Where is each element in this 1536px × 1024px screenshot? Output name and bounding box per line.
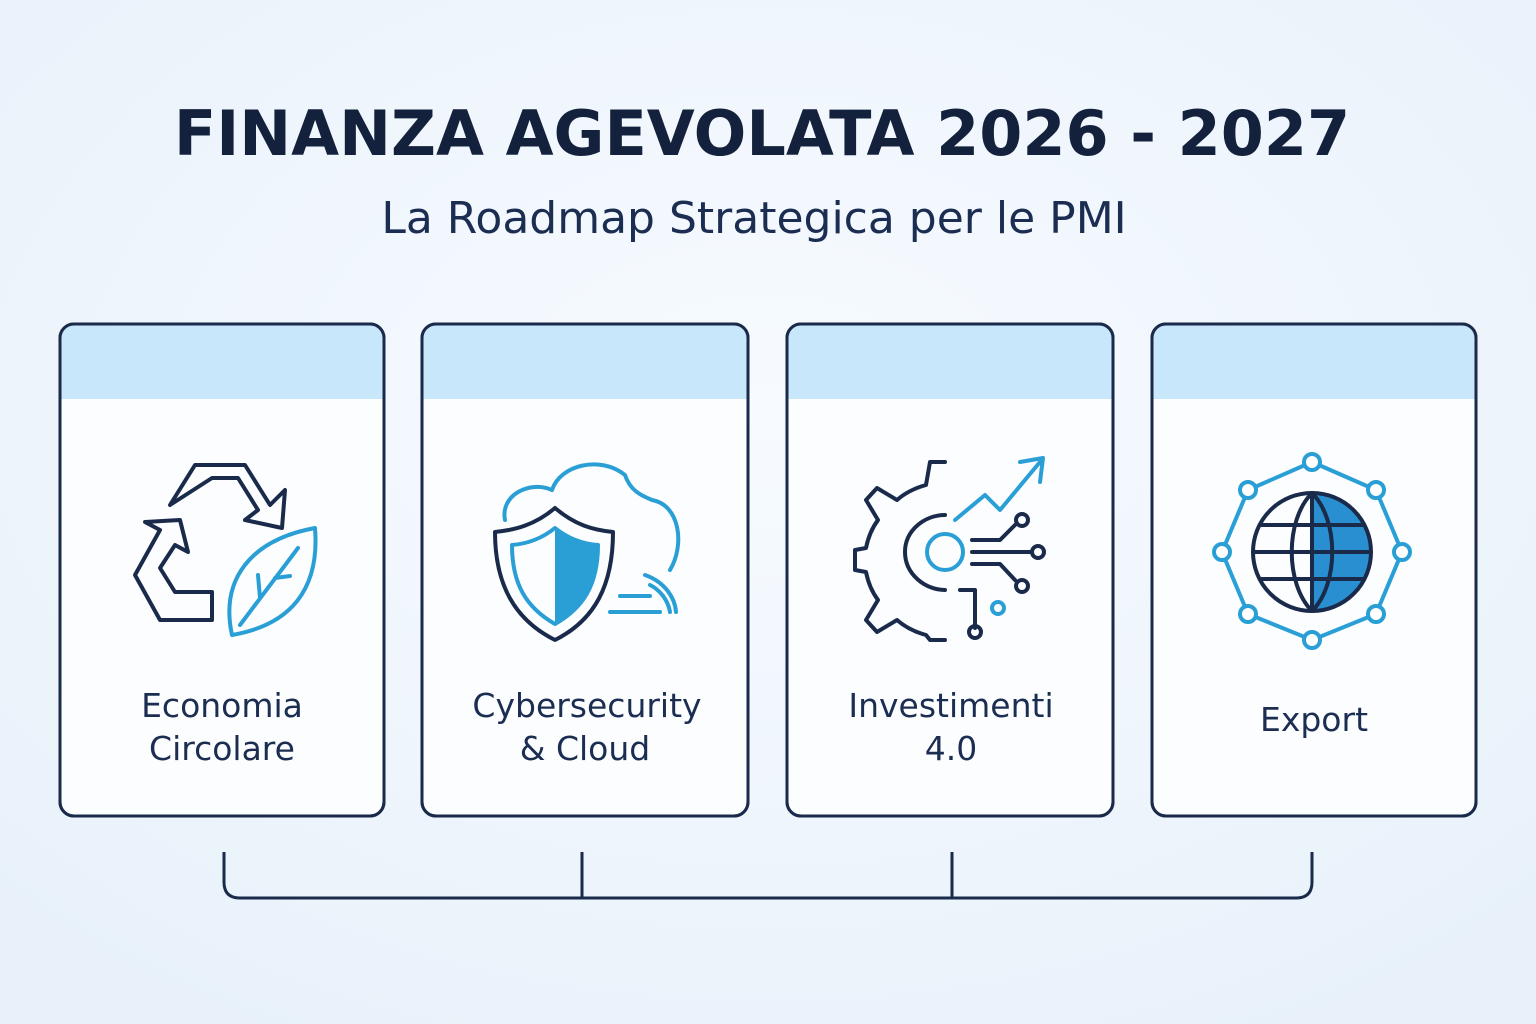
title: FINANZA AGEVOLATA 2026 - 2027 <box>174 97 1350 170</box>
recycle-icon <box>133 463 318 637</box>
card-label: & Cloud <box>520 729 651 768</box>
card: Investimenti 4.0 <box>785 322 1115 818</box>
subtitle: La Roadmap Strategica per le PMI <box>381 193 1126 244</box>
card: Economia Circolare <box>58 322 386 818</box>
card-label: 4.0 <box>925 729 977 768</box>
card-label: Circolare <box>149 729 295 768</box>
timeline-bracket <box>222 852 1314 900</box>
card-label: Investimenti <box>848 686 1053 725</box>
card: Export <box>1150 322 1478 818</box>
shield-icon <box>493 462 681 642</box>
card: Cybersecurity & Cloud <box>420 322 750 818</box>
card-label: Cybersecurity <box>472 686 701 725</box>
card-label: Export <box>1260 700 1368 739</box>
globe-icon <box>1212 452 1412 650</box>
card-label: Economia <box>141 686 303 725</box>
gear-icon <box>853 456 1046 642</box>
